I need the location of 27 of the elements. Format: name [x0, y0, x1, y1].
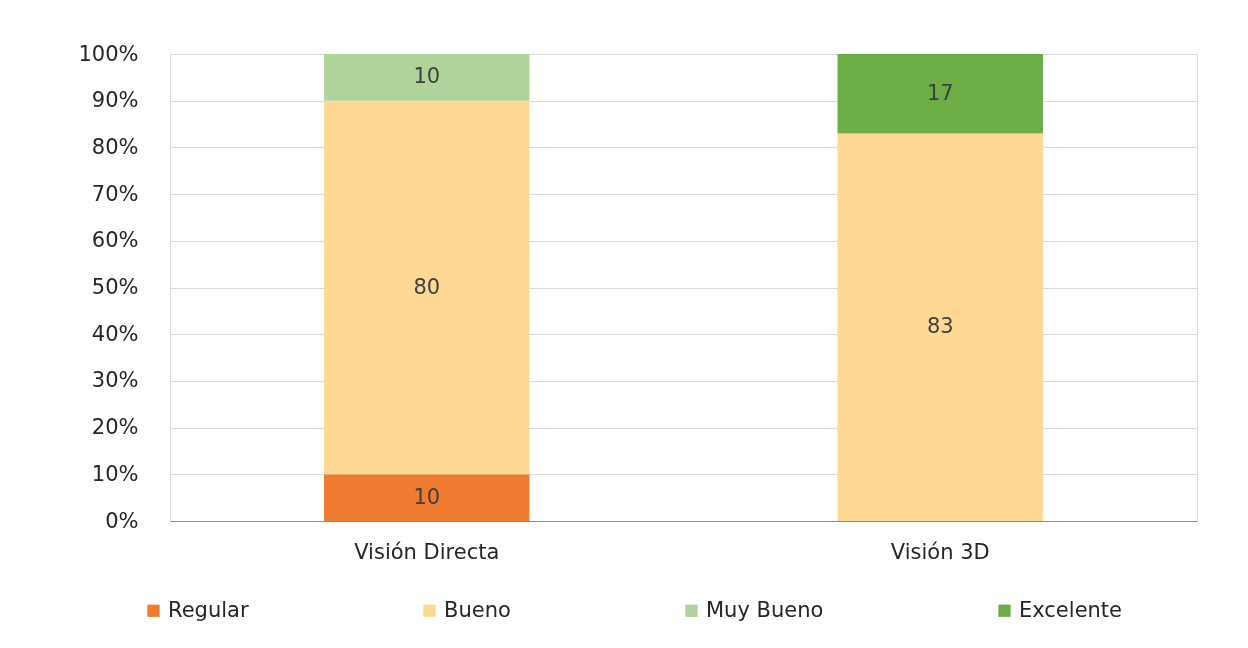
y-tick-label: 50%: [91, 275, 139, 299]
bar: [324, 100, 530, 475]
y-tick-label: 80%: [91, 134, 139, 159]
legend-label: Regular: [168, 597, 249, 622]
y-tick-label: 10%: [91, 461, 139, 486]
bar: [837, 133, 1043, 521]
bar: [324, 54, 530, 101]
y-tick-label: 90%: [91, 88, 139, 113]
y-tick-label: 20%: [91, 415, 139, 440]
bar: [837, 54, 1043, 134]
x-tick-label: Visión Directa: [354, 539, 500, 564]
data-label: 10: [413, 484, 441, 509]
bar: [324, 474, 530, 521]
data-label: 10: [413, 64, 441, 89]
y-tick-label: 60%: [91, 228, 139, 253]
data-label: 17: [926, 80, 954, 105]
y-tick-label: 40%: [91, 321, 139, 346]
legend-label: Bueno: [444, 597, 511, 622]
data-label: 80: [413, 274, 441, 299]
legend-label: Muy Bueno: [706, 597, 824, 622]
data-label: 83: [926, 314, 954, 339]
y-tick-label: 70%: [91, 181, 139, 206]
y-tick-label: 0%: [105, 508, 139, 533]
x-tick-label: Visión 3D: [890, 539, 990, 564]
legend-label: Excelente: [1019, 597, 1123, 622]
y-tick-label: 100%: [78, 41, 139, 66]
y-tick-label: 30%: [91, 368, 139, 393]
